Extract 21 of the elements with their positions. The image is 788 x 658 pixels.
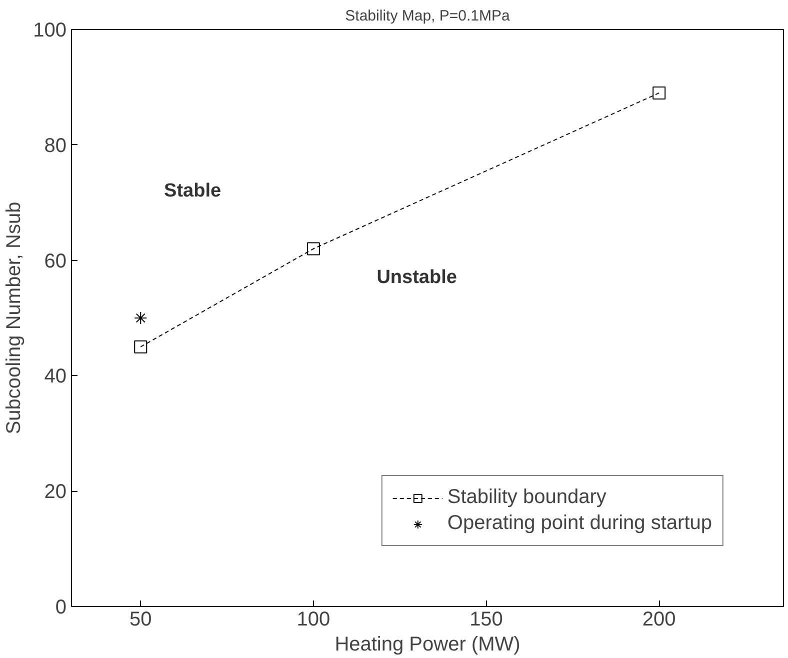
annotation: Stable <box>164 180 222 202</box>
x-tick-label: 200 <box>642 608 676 630</box>
y-tick-label: 60 <box>44 250 67 272</box>
point <box>134 312 148 324</box>
y-tick-label: 80 <box>44 134 67 157</box>
y-tick-label: 20 <box>44 481 67 504</box>
x-tick-label: 150 <box>470 608 503 630</box>
x-axis-title: Heating Power (MW) <box>334 634 520 656</box>
annotation: Unstable <box>376 267 457 288</box>
x-tick-label: 100 <box>296 608 330 630</box>
chart-title: Stability Map, P=0.1MPa <box>345 8 510 24</box>
y-tick-label: 100 <box>33 20 67 42</box>
point <box>134 340 148 354</box>
point <box>306 242 320 256</box>
x-tick-label: 50 <box>130 608 152 630</box>
legend-label: Operating point during startup <box>447 512 712 535</box>
y-tick-label: 0 <box>55 596 66 618</box>
point <box>652 86 666 100</box>
legend-label: Stability boundary <box>447 486 606 509</box>
y-tick-label: 40 <box>44 366 67 388</box>
y-axis-title: Subcooling Number, Nsub <box>3 202 26 434</box>
